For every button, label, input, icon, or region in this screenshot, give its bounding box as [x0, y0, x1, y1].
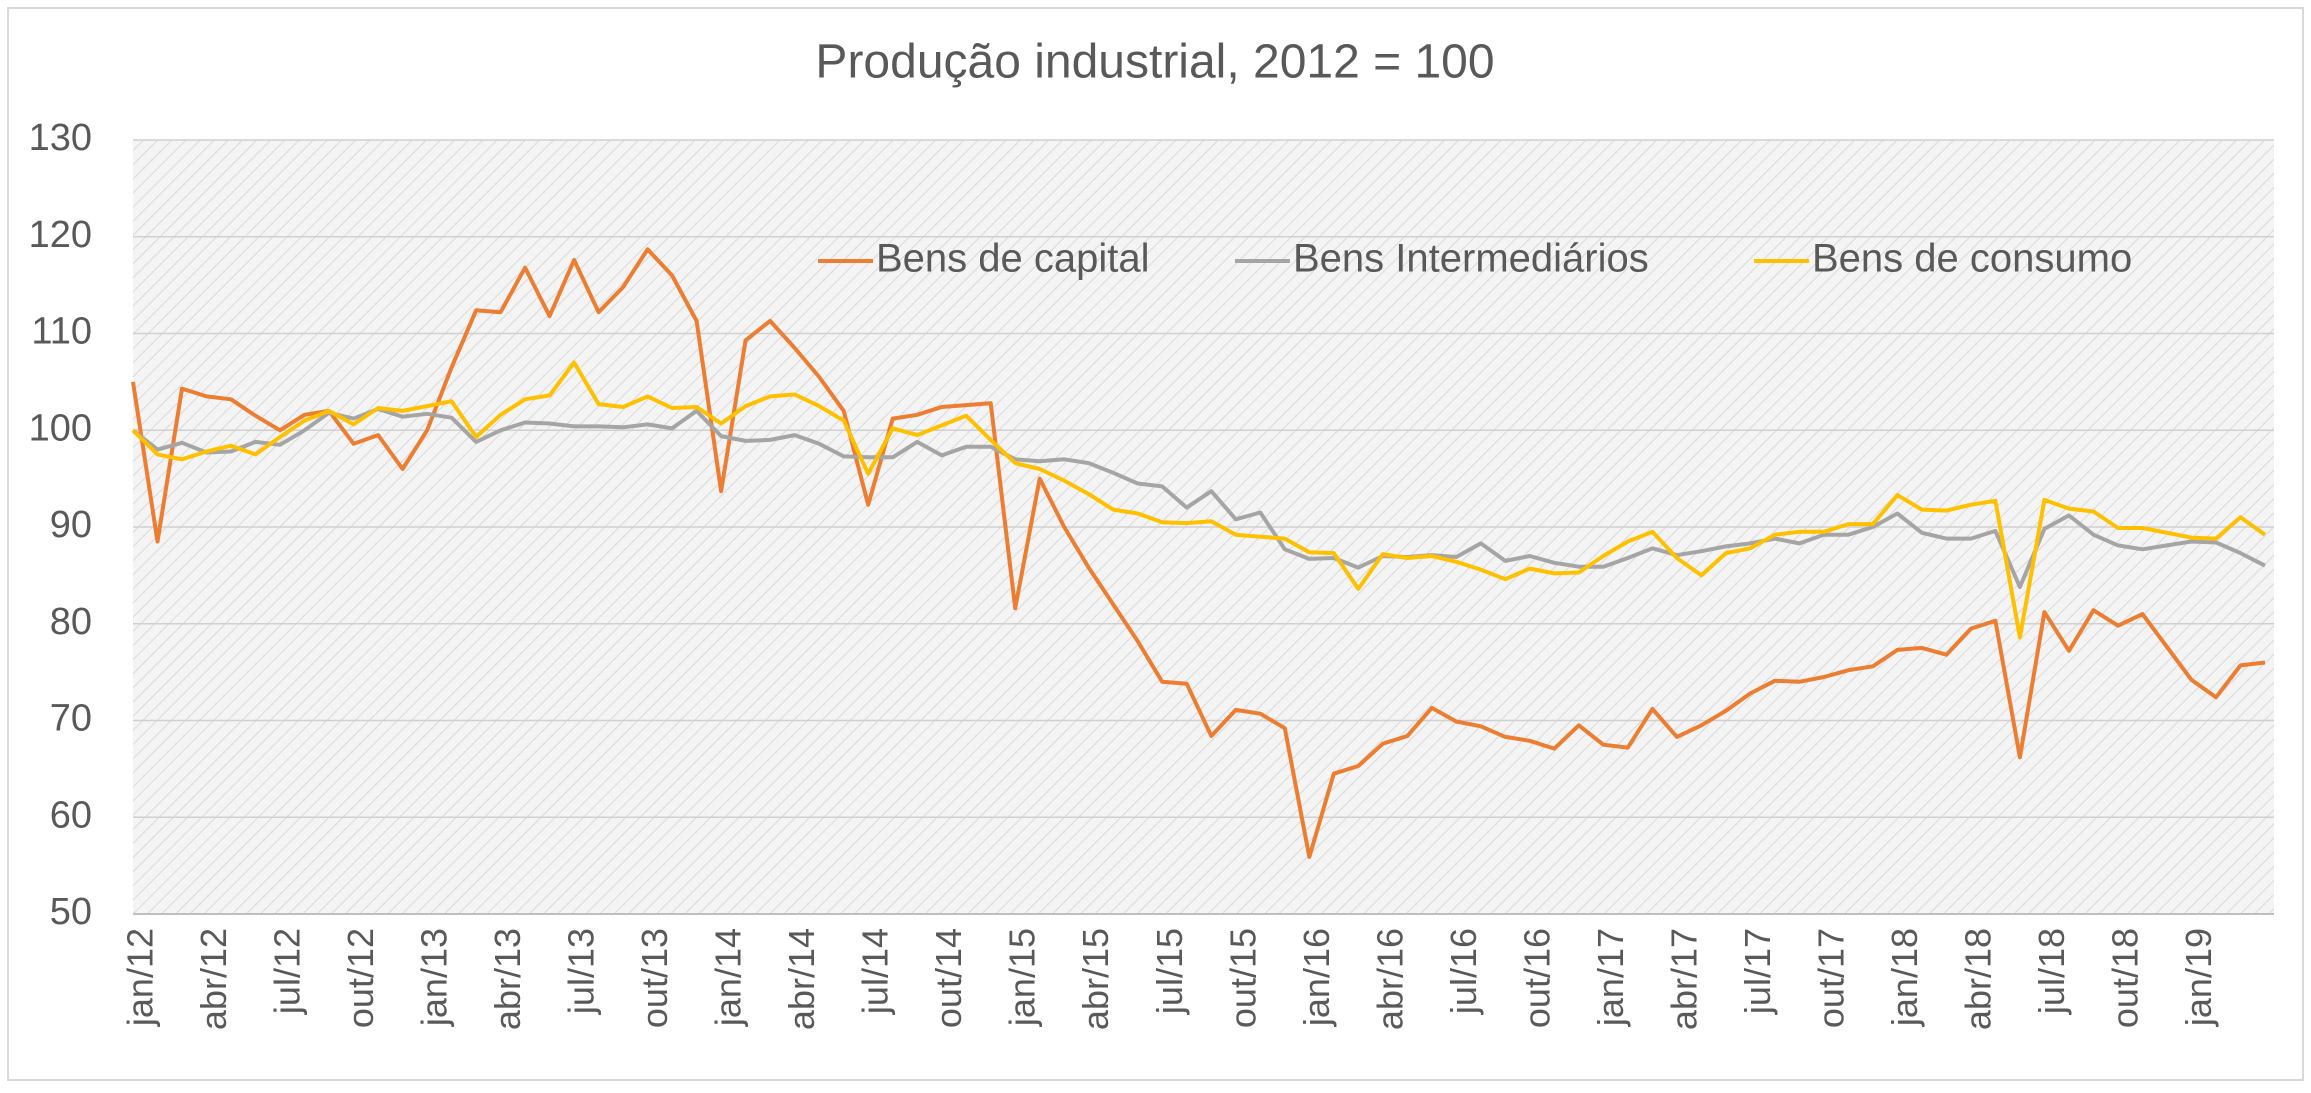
series-line: [131, 407, 2266, 589]
x-tick-label: jan/12: [120, 928, 161, 1027]
x-tick-label: abr/13: [487, 928, 528, 1030]
chart-title: Produção industrial, 2012 = 100: [815, 36, 1494, 89]
y-tick-label: 80: [50, 601, 92, 643]
x-tick-label: abr/12: [193, 928, 234, 1030]
y-tick-label: 90: [50, 504, 92, 546]
x-tick-label: jan/14: [708, 928, 749, 1027]
y-tick-label: 50: [50, 891, 92, 933]
x-tick-label: out/16: [1516, 928, 1557, 1028]
legend-label: Bens de capital: [876, 237, 1150, 281]
x-tick-label: jul/18: [2031, 928, 2072, 1015]
y-tick-label: 100: [29, 407, 92, 449]
x-tick-label: abr/18: [1957, 928, 1998, 1030]
x-tick-label: out/15: [1222, 928, 1263, 1028]
x-tick-label: abr/14: [781, 928, 822, 1030]
x-tick-label: jan/13: [414, 928, 455, 1027]
x-tick-label: jan/18: [1884, 928, 1925, 1027]
x-tick-label: jul/15: [1149, 928, 1190, 1015]
x-tick-label: jul/17: [1737, 928, 1778, 1015]
x-tick-label: jul/16: [1443, 928, 1484, 1015]
y-tick-label: 130: [29, 117, 92, 159]
x-tick-label: out/12: [340, 928, 381, 1028]
x-tick-label: abr/16: [1369, 928, 1410, 1030]
x-tick-label: jul/12: [267, 928, 308, 1015]
x-tick-label: out/13: [634, 928, 675, 1028]
legend-label: Bens de consumo: [1812, 237, 2132, 281]
x-tick-label: jul/13: [561, 928, 602, 1015]
x-tick-label: jan/15: [1002, 928, 1043, 1027]
series-line: [131, 360, 2267, 640]
x-tick-label: abr/17: [1663, 928, 1704, 1030]
series-line: [131, 247, 2266, 859]
x-tick-label: jan/17: [1590, 928, 1631, 1027]
x-tick-label: jan/19: [2178, 928, 2219, 1027]
legend-label: Bens Intermediários: [1293, 237, 1649, 281]
y-tick-label: 60: [50, 794, 92, 836]
x-tick-label: out/14: [928, 928, 969, 1028]
y-tick-label: 120: [29, 214, 92, 256]
x-tick-label: out/18: [2104, 928, 2145, 1028]
y-tick-label: 70: [50, 698, 92, 740]
x-tick-label: abr/15: [1075, 928, 1116, 1030]
x-tick-label: jan/16: [1296, 928, 1337, 1027]
x-tick-label: out/17: [1810, 928, 1851, 1028]
x-tick-label: jul/14: [855, 928, 896, 1015]
y-tick-label: 110: [31, 311, 92, 353]
